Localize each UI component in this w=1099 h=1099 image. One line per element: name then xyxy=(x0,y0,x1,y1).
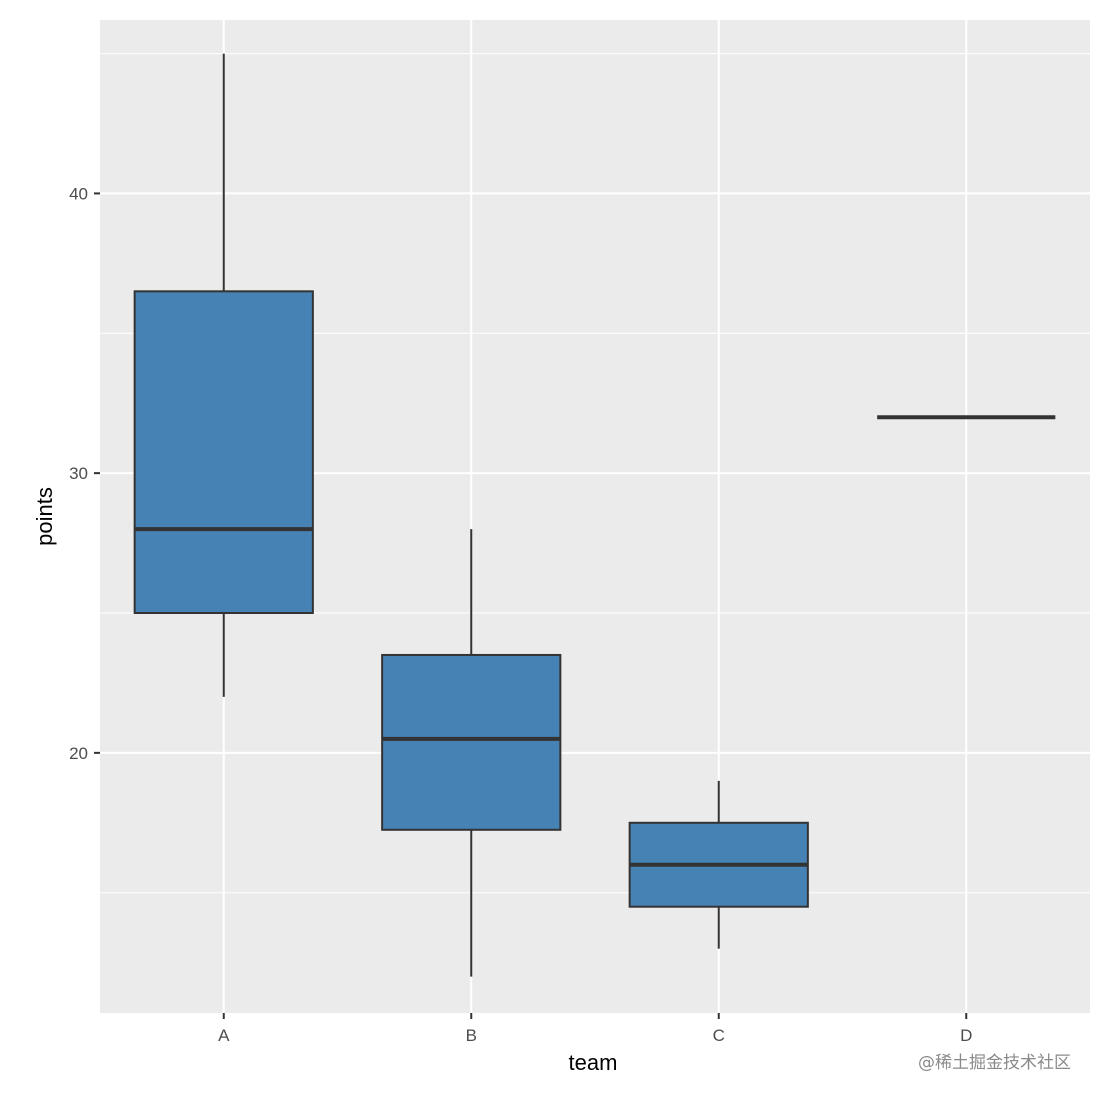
x-axis: A B C D xyxy=(218,1013,972,1045)
y-axis-title: points xyxy=(32,487,57,546)
box-C xyxy=(628,780,809,949)
x-tick-label: C xyxy=(713,1026,725,1045)
y-tick-label: 30 xyxy=(69,464,88,483)
y-tick-label: 20 xyxy=(69,744,88,763)
box-body xyxy=(133,290,314,615)
y-axis: 20 30 40 xyxy=(69,184,100,763)
x-tick-label: D xyxy=(960,1026,972,1045)
watermark-text: @稀土掘金技术社区 xyxy=(918,1053,1071,1073)
x-axis-title: team xyxy=(569,1050,618,1075)
box-marks xyxy=(133,53,1056,977)
x-tick-label: A xyxy=(218,1026,230,1045)
box-B xyxy=(381,529,562,977)
y-tick-label: 40 xyxy=(69,184,88,203)
box-body xyxy=(381,653,562,831)
x-tick-label: B xyxy=(466,1026,477,1045)
box-A xyxy=(133,53,314,697)
